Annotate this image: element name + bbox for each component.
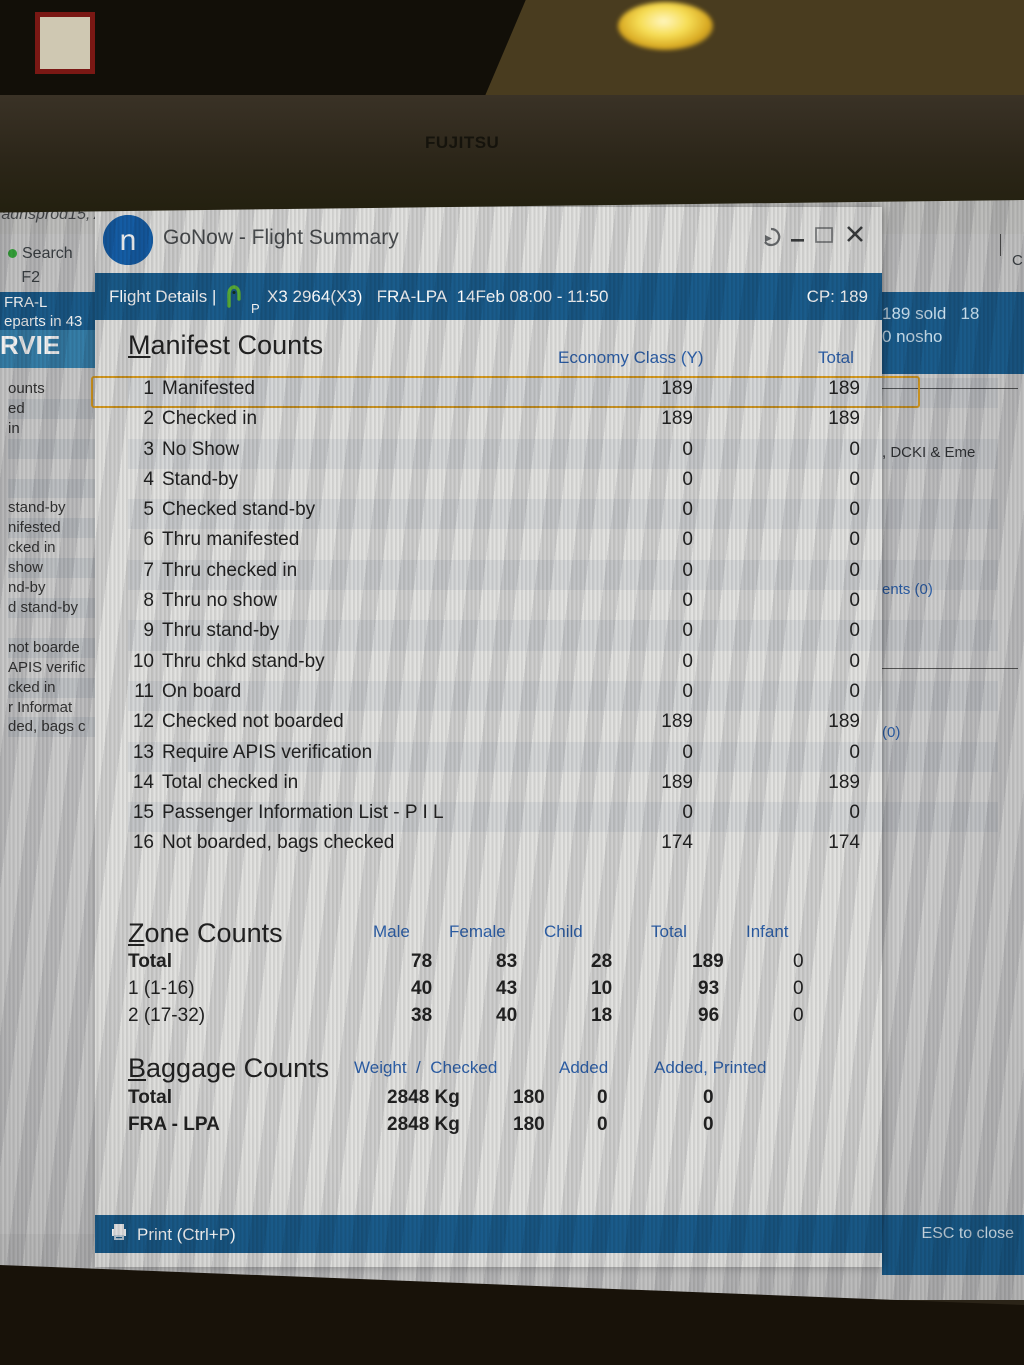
svg-text:n: n <box>120 224 137 257</box>
